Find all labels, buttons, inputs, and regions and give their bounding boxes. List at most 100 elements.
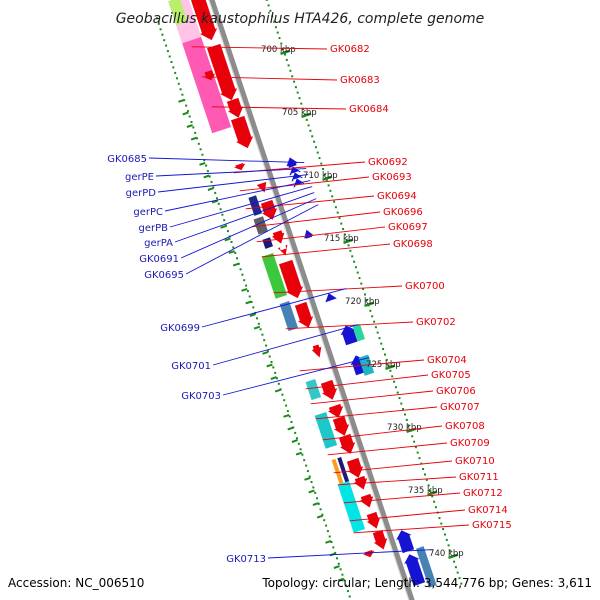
forward-gene-label: GK0698 [393, 239, 433, 250]
forward-gene-block [314, 412, 338, 449]
track-dot [278, 37, 281, 40]
forward-gene-arrow [234, 163, 246, 171]
label-leader [201, 288, 347, 328]
track-dot [316, 151, 319, 154]
track-dot [179, 88, 182, 91]
forward-gene-label: GK0684 [349, 104, 389, 115]
forward-gene-arrow [204, 70, 216, 81]
track-dot [305, 118, 308, 121]
scale-tick-label: 715 kbp [324, 234, 359, 244]
track-dot [341, 573, 344, 576]
track-dot [347, 244, 350, 247]
scale-tick [448, 553, 459, 559]
track-dot [369, 309, 372, 312]
forward-gene-label: GK0702 [416, 317, 456, 328]
track-dot [322, 168, 325, 170]
label-leader [273, 285, 403, 294]
track-dot [316, 497, 318, 500]
track-dot [416, 451, 419, 454]
forward-gene-label: GK0693 [372, 172, 412, 183]
minor-tick [304, 476, 311, 481]
track-dot [321, 513, 324, 516]
track-dot [232, 246, 235, 249]
track-dot [329, 189, 332, 192]
track-dot [440, 522, 443, 525]
track-dot [269, 9, 272, 12]
track-dot [225, 224, 228, 227]
label-leader [251, 211, 381, 228]
forward-gene-arrow [338, 433, 356, 454]
track-dot [188, 115, 191, 118]
forward-gene-label: GK0710 [455, 456, 495, 467]
track-dot [298, 97, 301, 100]
track-dot [327, 184, 330, 187]
reverse-gene-label: gerPC [133, 207, 163, 218]
track-dot [265, 344, 268, 347]
track-dot [310, 481, 313, 483]
track-dot [190, 121, 193, 123]
scale-tick [364, 301, 375, 307]
minor-tick [325, 539, 332, 544]
reverse-gene-label: GK0699 [160, 323, 200, 334]
track-dot [424, 473, 426, 476]
track-dot [176, 77, 178, 80]
track-dot [219, 208, 222, 211]
reverse-gene-label: gerPE [125, 172, 154, 183]
track-dot [163, 39, 166, 42]
scale-tick-label: 720 kbp [345, 297, 380, 307]
track-dot [287, 64, 290, 67]
scale-tick [322, 175, 333, 181]
scale-tick-label: 740 kbp [429, 549, 464, 559]
label-leader [245, 195, 375, 210]
track-dot [376, 331, 379, 334]
track-dot [214, 191, 217, 194]
track-dot [319, 508, 322, 511]
forward-gene-arrow [277, 244, 288, 256]
forward-gene-arrow [328, 403, 344, 418]
track-dot [216, 197, 218, 200]
track-dot [411, 435, 414, 438]
reverse-gene-label: gerPD [126, 188, 157, 199]
track-dot [166, 50, 169, 53]
track-dot [331, 195, 334, 198]
label-leader [349, 509, 466, 522]
minor-tick [295, 451, 303, 456]
track-dot [283, 399, 286, 402]
scale-tick-label: 725 kbp [366, 360, 401, 370]
track-dot [239, 268, 242, 271]
track-dot [194, 131, 197, 134]
track-dot [351, 255, 354, 258]
track-dot [400, 402, 403, 405]
track-dot [296, 91, 299, 94]
track-dot [387, 364, 390, 367]
track-dot [391, 375, 394, 378]
label-leader [261, 243, 391, 258]
minor-tick [241, 287, 248, 292]
track-dot [252, 306, 255, 309]
forward-gene-block [248, 195, 262, 216]
track-dot [236, 257, 238, 260]
track-dot [442, 528, 445, 530]
backbone-highlight [208, 0, 410, 600]
track-dot [420, 462, 423, 465]
track-dot [348, 595, 351, 598]
track-dot [371, 315, 374, 318]
scale-tick [301, 112, 312, 118]
label-leader [201, 76, 338, 81]
label-leader [155, 168, 307, 177]
forward-gene-arrow [346, 457, 364, 478]
track-dot [460, 582, 463, 585]
genome-backbone [208, 0, 415, 600]
track-dot [324, 173, 326, 176]
track-dot [342, 228, 345, 230]
track-dot [404, 413, 406, 416]
minor-tick [249, 313, 256, 317]
track-dot [343, 579, 346, 582]
reverse-gene-label: GK0713 [226, 554, 266, 565]
track-dot [161, 33, 164, 36]
minor-tick [291, 439, 298, 443]
forward-gene-label: GK0714 [468, 505, 508, 516]
label-leader [212, 324, 359, 366]
label-leader [285, 321, 414, 330]
track-dot [306, 470, 309, 473]
